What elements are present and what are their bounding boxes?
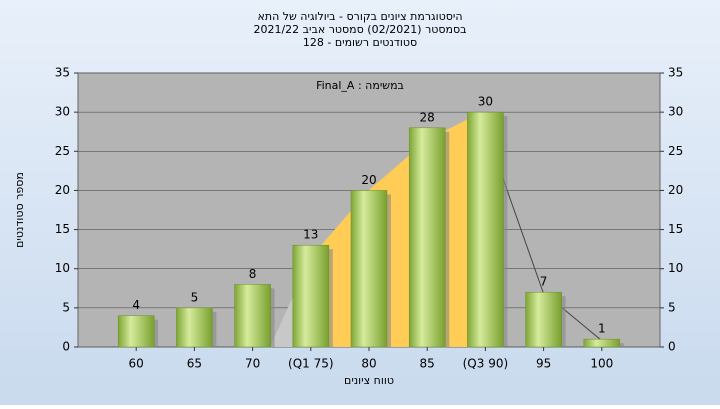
y-tick-label: 35 [55, 66, 70, 80]
bar [176, 307, 213, 348]
chart-subtitle: סטודנטים רשומים - 128 [303, 36, 417, 49]
value-label: 30 [478, 95, 493, 109]
bar [350, 190, 388, 348]
y-tick-label: 25 [55, 144, 70, 158]
bar [525, 291, 562, 348]
x-tick-label: 70 [245, 357, 260, 371]
bar [467, 111, 504, 348]
x-tick-label: 100 [590, 357, 613, 371]
x-tick-label: 60 [129, 357, 144, 371]
value-label: 13 [303, 228, 318, 242]
bar [583, 338, 621, 348]
chart-subtitle: בסמסטר (02/2021) סמסטר אביב 2021/22 [253, 23, 466, 36]
y2-tick-label: 20 [668, 183, 683, 197]
bar [117, 315, 155, 348]
bar [408, 127, 446, 348]
y-tick-label: 0 [62, 340, 70, 354]
bar [292, 244, 330, 348]
x-axis-label: טווח ציונים [344, 374, 394, 387]
value-label: 20 [361, 173, 376, 187]
y-tick-label: 30 [55, 105, 70, 119]
y2-tick-label: 15 [668, 222, 683, 236]
title-block: היסטוגרמת ציונים בקורס - ביולוגיה של התא… [253, 10, 466, 49]
x-tick-label: 85 [420, 357, 435, 371]
chart-title: היסטוגרמת ציונים בקורס - ביולוגיה של התא [257, 10, 462, 23]
y2-tick-label: 10 [668, 261, 683, 275]
value-label: 8 [249, 267, 257, 281]
y2-tick-label: 25 [668, 144, 683, 158]
y-tick-label: 5 [62, 300, 70, 314]
value-label: 1 [598, 322, 606, 336]
value-label: 7 [540, 275, 548, 289]
value-label: 5 [191, 290, 199, 304]
y2-tick-label: 0 [668, 340, 676, 354]
x-tick-label: (Q3 90) [463, 357, 509, 371]
bar [234, 284, 271, 348]
x-tick-label: 95 [536, 357, 551, 371]
y2-tick-label: 30 [668, 105, 683, 119]
x-tick-label: (Q1 75) [288, 357, 334, 371]
y-tick-label: 10 [55, 261, 70, 275]
x-tick-label: 80 [361, 357, 376, 371]
y-axis-label: מספר סטודנטים [13, 172, 26, 248]
y-tick-label: 20 [55, 183, 70, 197]
x-tick-label: 65 [187, 357, 202, 371]
value-label: 4 [132, 298, 140, 312]
y-tick-label: 15 [55, 222, 70, 236]
value-label: 28 [420, 110, 435, 124]
y2-tick-label: 5 [668, 300, 676, 314]
y2-tick-label: 35 [668, 66, 683, 80]
annotation: במשימה : Final_A [316, 79, 404, 92]
